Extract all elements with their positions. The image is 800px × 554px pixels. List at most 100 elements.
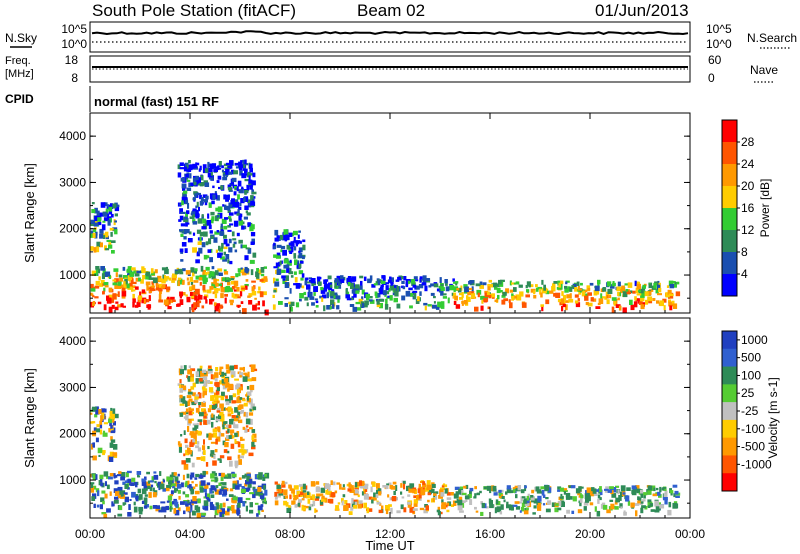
backscatter-cell	[231, 292, 235, 298]
backscatter-cell	[565, 280, 570, 283]
backscatter-cell	[99, 420, 102, 425]
backscatter-cell	[416, 495, 421, 500]
backscatter-cell	[104, 231, 109, 238]
backscatter-cell	[395, 279, 400, 282]
backscatter-cell	[302, 507, 306, 511]
backscatter-cell	[252, 406, 257, 411]
backscatter-cell	[667, 509, 672, 516]
backscatter-cell	[408, 287, 413, 291]
power-colorbar-tick-label: 28	[741, 135, 755, 149]
backscatter-cell	[186, 210, 189, 214]
backscatter-cell	[239, 455, 244, 459]
backscatter-cell	[218, 186, 223, 190]
backscatter-cell	[241, 486, 245, 491]
backscatter-cell	[560, 501, 565, 507]
backscatter-cell	[94, 219, 100, 226]
backscatter-cell	[234, 199, 239, 203]
backscatter-cell	[190, 499, 196, 504]
backscatter-cell	[202, 505, 206, 510]
backscatter-cell	[117, 513, 123, 517]
backscatter-cell	[159, 483, 165, 490]
backscatter-cell	[146, 285, 149, 291]
backscatter-cell	[200, 197, 204, 201]
backscatter-cell	[210, 441, 216, 444]
backscatter-cell	[179, 167, 184, 170]
backscatter-cell	[401, 496, 405, 499]
backscatter-cell	[377, 488, 381, 491]
backscatter-cell	[242, 168, 246, 171]
backscatter-cell	[177, 277, 182, 280]
backscatter-cell	[589, 282, 594, 286]
backscatter-cell	[509, 289, 514, 293]
backscatter-cell	[151, 288, 156, 291]
backscatter-cell	[408, 487, 414, 493]
backscatter-cell	[519, 291, 524, 297]
backscatter-cell	[514, 485, 519, 489]
backscatter-cell	[461, 492, 467, 496]
backscatter-cell	[419, 278, 422, 283]
backscatter-cell	[592, 298, 597, 302]
backscatter-cell	[179, 248, 184, 253]
backscatter-cell	[613, 301, 617, 306]
power-colorbar-tick-label: 20	[741, 179, 755, 193]
backscatter-cell	[245, 247, 250, 250]
backscatter-cell	[664, 499, 668, 505]
backscatter-cell	[229, 160, 234, 166]
backscatter-cell	[299, 293, 304, 299]
backscatter-cell	[636, 283, 641, 290]
backscatter-cell	[196, 182, 201, 186]
freq-panel: Freq. [MHz] 18 8 60 0 Nave	[5, 53, 778, 85]
backscatter-cell	[160, 501, 166, 504]
power-colorbar-tick-label: 12	[741, 223, 755, 237]
backscatter-cell	[117, 474, 121, 477]
backscatter-cell	[205, 462, 209, 467]
backscatter-cell	[347, 281, 351, 287]
backscatter-cell	[103, 422, 108, 425]
backscatter-cell	[304, 278, 308, 284]
backscatter-cell	[154, 480, 157, 484]
backscatter-cell	[289, 250, 293, 254]
backscatter-cell	[205, 266, 210, 271]
backscatter-cell	[149, 480, 154, 483]
backscatter-cell	[555, 503, 559, 506]
backscatter-cell	[245, 497, 251, 501]
backscatter-cell	[310, 481, 316, 487]
backscatter-cell	[264, 489, 268, 496]
backscatter-cell	[274, 281, 280, 287]
backscatter-cell	[207, 381, 213, 384]
backscatter-cell	[259, 291, 264, 298]
backscatter-cell	[640, 489, 644, 494]
backscatter-cell	[231, 198, 235, 202]
backscatter-cell	[455, 283, 458, 286]
backscatter-cell	[226, 277, 229, 281]
backscatter-cell	[216, 410, 221, 413]
backscatter-cell	[244, 255, 249, 261]
backscatter-cell	[150, 271, 155, 276]
backscatter-cell	[503, 499, 506, 503]
backscatter-cell	[90, 246, 94, 251]
backscatter-cell	[635, 287, 640, 294]
velocity-colorbar-tick-label: 500	[741, 351, 761, 365]
backscatter-cell	[294, 259, 298, 266]
backscatter-cell	[130, 278, 134, 284]
backscatter-cell	[290, 275, 294, 278]
backscatter-cell	[379, 288, 384, 295]
backscatter-cell	[430, 488, 435, 494]
backscatter-cell	[498, 279, 502, 285]
backscatter-cell	[575, 488, 580, 494]
backscatter-cell	[178, 219, 182, 222]
backscatter-cell	[222, 204, 225, 207]
backscatter-cell	[171, 483, 176, 487]
backscatter-cell	[233, 496, 238, 502]
backscatter-cell	[415, 279, 419, 282]
backscatter-cell	[189, 173, 192, 179]
backscatter-cell	[169, 506, 172, 512]
backscatter-cell	[635, 298, 640, 302]
backscatter-cell	[611, 306, 615, 313]
backscatter-cell	[627, 500, 631, 506]
backscatter-cell	[107, 204, 110, 208]
backscatter-cell	[589, 491, 595, 497]
backscatter-cell	[283, 229, 288, 235]
backscatter-cell	[557, 298, 563, 303]
backscatter-cell	[466, 296, 471, 302]
